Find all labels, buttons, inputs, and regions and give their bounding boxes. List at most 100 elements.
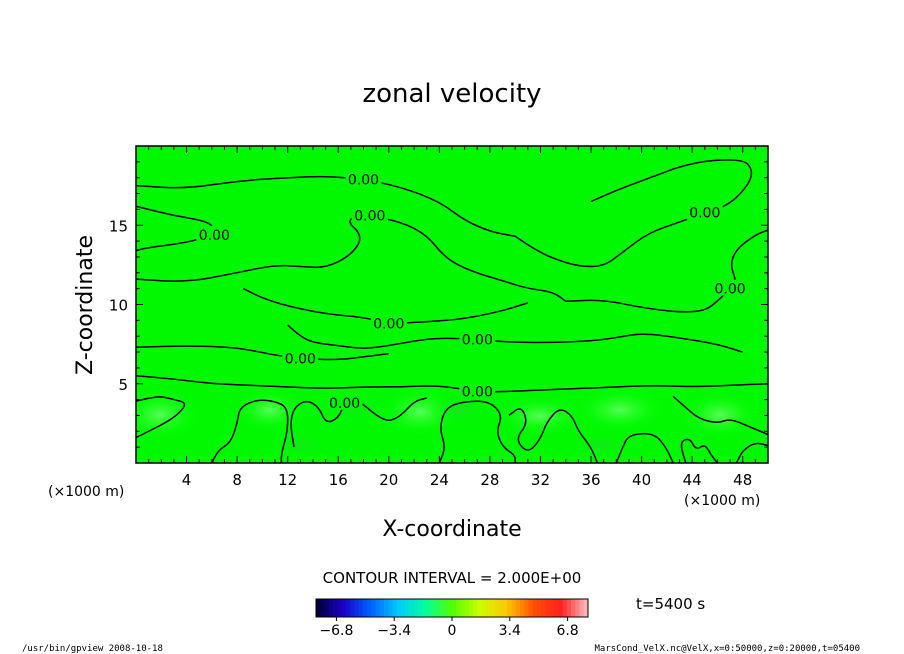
colorbar-segment — [532, 599, 538, 617]
colorbar-segment — [486, 599, 491, 617]
colorbar-segment — [333, 599, 338, 617]
colorbar-segment — [345, 599, 351, 617]
contour-line — [438, 400, 516, 463]
y-axis: 5 10 15 — [109, 145, 768, 464]
chart-title: zonal velocity — [362, 79, 541, 109]
plot-area: 0.00 0.00 0.00 0.00 0.00 0.00 0.00 0.00 0.00 0.00 — [135, 145, 769, 464]
colorbar-segment — [579, 599, 585, 617]
x-tick-label: 8 — [232, 471, 242, 489]
contour-label-bg — [196, 225, 233, 242]
colorbar-segment — [375, 599, 381, 617]
colorbar-segment — [354, 599, 359, 617]
field-shading — [136, 383, 760, 460]
contour-label-bg — [459, 330, 496, 347]
colorbar-segment — [324, 599, 330, 617]
colorbar-ticks: −6.8 −3.4 0 3.4 6.8 — [319, 617, 579, 639]
colorbar-segment — [316, 599, 321, 617]
colorbar-segment — [528, 599, 534, 617]
colorbar-segment — [469, 599, 474, 617]
colorbar-segment — [422, 599, 427, 617]
colorbar — [315, 598, 589, 618]
colorbar-segment — [443, 599, 449, 617]
x-tick-label: 32 — [531, 471, 550, 489]
y-tick-label: 10 — [109, 297, 128, 315]
colorbar-segment — [520, 599, 525, 617]
colorbar-segment — [418, 599, 423, 617]
colorbar-segment — [435, 599, 440, 617]
footer-program: /usr/bin/gpview 2008-10-18 — [22, 644, 163, 654]
contour-line — [211, 399, 289, 463]
contour-label: 0.00 — [462, 385, 493, 401]
colorbar-segment — [503, 599, 508, 617]
colorbar-segment — [320, 599, 325, 617]
colorbar-segment — [452, 599, 457, 617]
contour-label-bg — [326, 393, 363, 410]
contour-line — [680, 438, 718, 463]
colorbar-segment — [460, 599, 466, 617]
contour-label-bg — [351, 206, 388, 223]
contour-line — [136, 175, 516, 238]
colorbar-segment — [571, 599, 576, 617]
x-unit-label-right: (×1000 m) — [684, 493, 760, 509]
contour-label: 0.00 — [285, 351, 316, 367]
colorbar-segment — [456, 599, 461, 617]
contour-label-bg — [712, 279, 749, 296]
contour-label-bg — [459, 382, 496, 399]
contour-line — [615, 432, 674, 463]
x-tick-label: 44 — [683, 471, 702, 489]
x-tick-label: 12 — [278, 471, 297, 489]
colorbar-segment — [426, 599, 432, 617]
colorbar-segment — [392, 599, 398, 617]
contour-line — [735, 442, 768, 463]
time-label: t=5400 s — [636, 595, 705, 613]
colorbar-segment — [490, 599, 495, 617]
contour-line — [136, 375, 768, 393]
contour-label-bg — [370, 314, 407, 331]
contour-label-bg — [686, 203, 723, 220]
contour-label: 0.00 — [689, 206, 720, 222]
colorbar-segment — [562, 599, 568, 617]
colorbar-segment — [511, 599, 517, 617]
contour-label: 0.00 — [329, 396, 360, 412]
contour-label-bg — [282, 349, 319, 366]
colorbar-segment — [396, 599, 402, 617]
colorbar-segment — [554, 599, 559, 617]
contour-line — [508, 408, 599, 463]
x-tick-label: 4 — [182, 471, 192, 489]
colorbar-segment — [494, 599, 500, 617]
colorbar-segment — [575, 599, 580, 617]
colorbar-tick-label: −6.8 — [319, 623, 353, 639]
colorbar-tick-label: −3.4 — [377, 623, 411, 639]
footer-source: MarsCond_VelX.nc@VelX,x=0:50000,z=0:2000… — [594, 644, 860, 654]
colorbar-segment — [362, 599, 368, 617]
x-tick-label: 20 — [379, 471, 398, 489]
colorbar-segment — [477, 599, 483, 617]
y-tick-label: 15 — [109, 217, 128, 235]
colorbar-segment — [405, 599, 410, 617]
colorbar-segment — [545, 599, 551, 617]
contour-label: 0.00 — [199, 228, 230, 244]
colorbar-segment — [409, 599, 415, 617]
x-tick-label: 28 — [480, 471, 499, 489]
contour-line — [290, 397, 427, 448]
x-tick-label: 24 — [430, 471, 449, 489]
colorbar-segment — [507, 599, 512, 617]
colorbar-segment — [566, 599, 572, 617]
colorbar-segment — [384, 599, 389, 617]
colorbar-segment — [341, 599, 347, 617]
colorbar-segment — [537, 599, 542, 617]
colorbar-segment — [350, 599, 355, 617]
contour-lines — [136, 159, 768, 463]
colorbar-segment — [337, 599, 342, 617]
colorbar-segment — [413, 599, 419, 617]
x-tick-label: 16 — [329, 471, 348, 489]
colorbar-segment — [583, 599, 589, 617]
contour-label: 0.00 — [373, 317, 404, 333]
x-tick-label: 40 — [632, 471, 651, 489]
colorbar-segment — [371, 599, 376, 617]
colorbar-segment — [388, 599, 393, 617]
colorbar-tick-label: 0 — [448, 623, 457, 639]
contour-line — [136, 345, 389, 361]
contour-label: 0.00 — [348, 172, 379, 188]
colorbar-segment — [401, 599, 406, 617]
